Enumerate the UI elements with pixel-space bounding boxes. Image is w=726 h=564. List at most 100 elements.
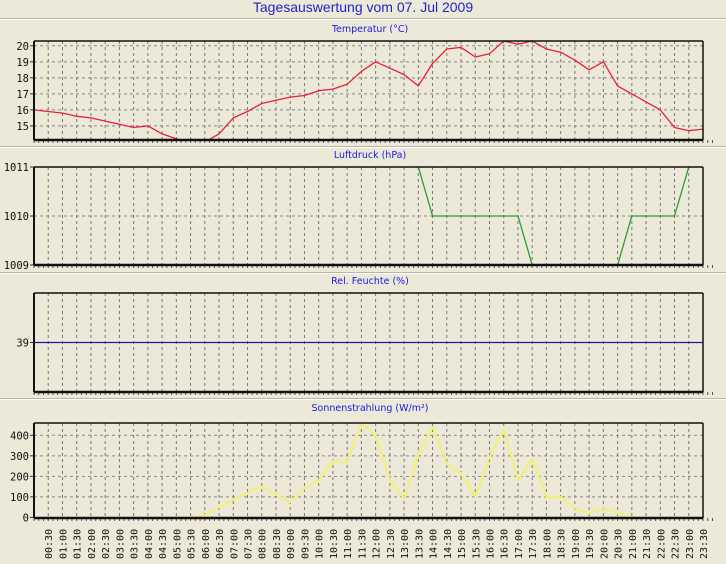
divider <box>0 272 726 274</box>
x-tick-label: 10:00 <box>315 529 326 559</box>
data-point <box>189 341 192 344</box>
data-point <box>474 56 476 58</box>
data-point <box>346 341 348 344</box>
data-point <box>48 157 49 158</box>
x-tick-label: 02:00 <box>87 529 98 559</box>
data-point <box>290 157 291 158</box>
chart-temperature: 15 16 17 18 19 20 <box>16 40 713 143</box>
chart-pressure: 1009 1010 1011 <box>4 157 713 275</box>
y-tick-label: 400 <box>10 430 29 442</box>
chart-title-pressure: Luftdruck (hPa) <box>333 150 407 161</box>
data-point <box>318 157 319 158</box>
plot-area <box>34 167 703 265</box>
data-point <box>275 341 277 344</box>
data-point <box>375 341 377 344</box>
data-point <box>602 507 604 509</box>
data-point <box>602 341 604 344</box>
data-point <box>417 85 419 87</box>
data-point <box>460 341 462 344</box>
chart-title-humidity: Rel. Feuchte (%) <box>331 276 409 287</box>
data-point <box>574 274 575 275</box>
page-title: Tagesauswertung vom 07. Jul 2009 <box>252 0 474 15</box>
data-point <box>162 157 163 158</box>
data-point <box>589 274 590 275</box>
data-point <box>673 126 676 129</box>
x-tick-label: 18:30 <box>557 529 568 559</box>
data-point <box>90 157 91 158</box>
x-tick-label: 19:00 <box>571 529 582 559</box>
data-point <box>104 341 106 344</box>
series-solar <box>175 423 633 518</box>
data-point <box>460 46 462 49</box>
data-point <box>105 157 106 158</box>
x-tick-label: 04:00 <box>144 529 155 559</box>
x-tick-label: 03:00 <box>115 529 126 559</box>
data-point <box>403 157 404 158</box>
data-point <box>147 125 149 127</box>
data-point <box>332 88 334 90</box>
data-point <box>47 110 49 113</box>
data-point <box>673 341 676 344</box>
chart-solar: 0 100 200 300 400 <box>10 422 713 524</box>
data-point <box>233 157 234 158</box>
data-point <box>303 341 306 344</box>
data-point <box>488 215 491 217</box>
x-tick-label: 09:30 <box>300 529 311 559</box>
x-tick-label: 23:00 <box>685 529 696 559</box>
data-point <box>431 62 434 65</box>
data-point <box>503 341 505 344</box>
data-point <box>417 453 419 455</box>
data-point <box>275 494 277 496</box>
x-tick-label: 14:00 <box>429 529 440 559</box>
x-tick-label: 05:00 <box>172 529 183 559</box>
data-point <box>488 456 491 458</box>
y-tick-label: 200 <box>10 471 29 483</box>
data-point <box>659 341 661 344</box>
data-point <box>616 85 619 87</box>
data-point <box>133 157 134 158</box>
data-point <box>588 69 590 71</box>
data-point <box>460 215 462 217</box>
data-point <box>176 157 177 158</box>
y-tick-label: 18 <box>16 73 29 85</box>
data-point <box>261 102 263 105</box>
series-line <box>34 41 703 140</box>
x-tick-label: 21:00 <box>628 529 639 559</box>
data-point <box>631 341 633 344</box>
x-tick-label: 09:00 <box>286 529 297 559</box>
data-point <box>61 112 64 114</box>
data-point <box>161 341 163 344</box>
data-point <box>603 274 604 275</box>
data-point <box>645 341 647 344</box>
data-point <box>289 341 291 344</box>
data-point <box>659 215 661 217</box>
x-tick-label: 08:30 <box>272 529 283 559</box>
data-point <box>375 61 377 63</box>
data-point <box>332 460 334 462</box>
x-tick-label: 22:30 <box>671 529 682 559</box>
data-point <box>673 215 676 217</box>
data-point <box>616 512 619 514</box>
data-point <box>659 109 661 111</box>
data-point <box>389 67 391 69</box>
data-point <box>375 434 377 436</box>
data-point <box>446 48 448 50</box>
x-tick-label: 11:30 <box>357 529 368 559</box>
data-point <box>247 157 248 158</box>
y-tick-label: 19 <box>16 57 29 69</box>
x-tick-label: 17:30 <box>528 529 539 559</box>
data-point <box>446 463 448 465</box>
data-point <box>303 94 306 97</box>
x-tick-label: 12:30 <box>386 529 397 559</box>
data-point <box>531 458 533 460</box>
data-point <box>90 341 92 344</box>
x-tick-label: 07:30 <box>244 529 255 559</box>
data-point <box>289 96 291 98</box>
x-tick-label: 06:00 <box>201 529 212 559</box>
data-point <box>403 341 405 344</box>
data-point <box>560 51 562 53</box>
data-point <box>289 501 291 503</box>
data-point <box>517 43 519 45</box>
data-point <box>133 126 135 129</box>
x-tick-label: 15:00 <box>457 529 468 559</box>
